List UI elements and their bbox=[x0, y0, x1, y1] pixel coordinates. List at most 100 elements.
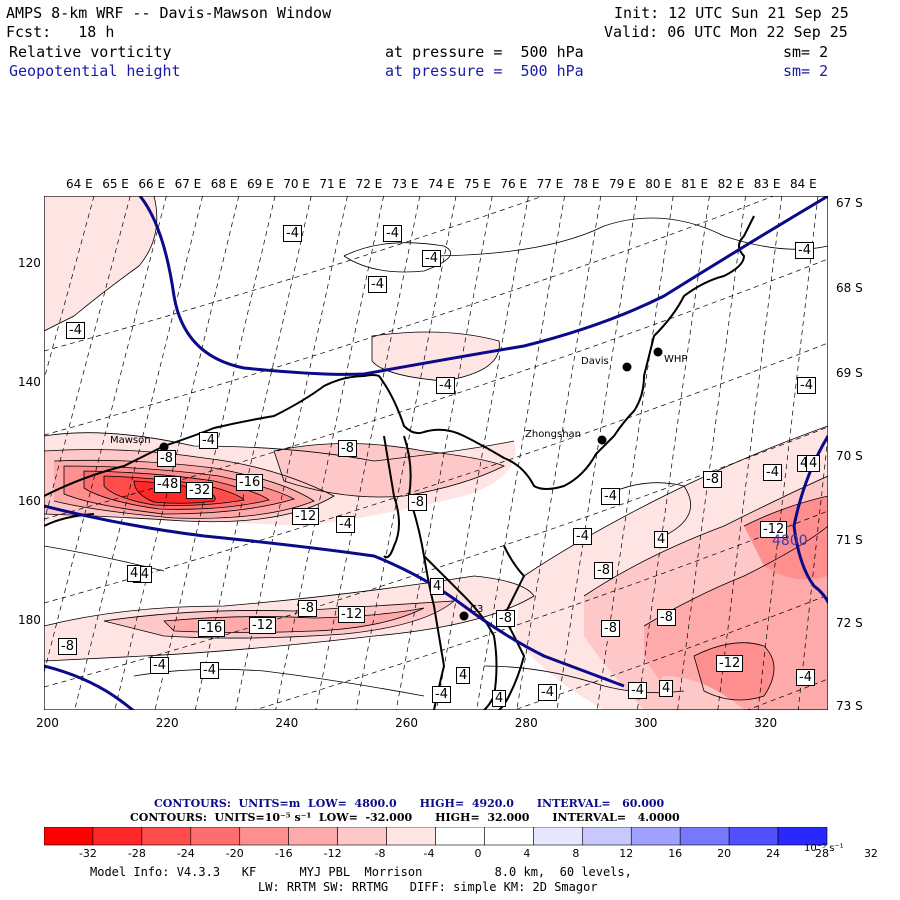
color-swatch bbox=[630, 827, 681, 846]
meridian-line bbox=[677, 196, 746, 710]
longitude-label: 73 E bbox=[391, 177, 419, 191]
contour-label: -12 bbox=[716, 655, 744, 672]
contour-label: -12 bbox=[760, 521, 788, 538]
longitude-label: 84 E bbox=[790, 177, 817, 191]
meridian-line bbox=[637, 196, 710, 710]
latitude-label: 72 S bbox=[836, 616, 863, 630]
meridian-line bbox=[395, 196, 493, 710]
meridian-line bbox=[194, 196, 312, 710]
longitude-label: 80 E bbox=[645, 177, 672, 191]
c3-station-marker bbox=[459, 611, 469, 621]
contour-label: -8 bbox=[338, 440, 357, 457]
contour-label: 4 bbox=[659, 680, 674, 697]
meridian-line bbox=[436, 196, 529, 710]
longitude-label: 65 E bbox=[102, 177, 129, 191]
parallel-line bbox=[44, 196, 545, 352]
contour-label: -4 bbox=[628, 682, 647, 699]
color-scale-tick: 24 bbox=[766, 847, 781, 860]
contour-label: -4 bbox=[150, 657, 169, 674]
contour-label: -4 bbox=[283, 225, 302, 242]
contour-label: -4 bbox=[796, 669, 815, 686]
x-tick-label: 300 bbox=[634, 716, 658, 730]
color-scale-tick: 12 bbox=[619, 847, 634, 860]
contour-label: 4 bbox=[654, 531, 669, 548]
meridian-line bbox=[44, 196, 131, 524]
vorticity-contour-info: CONTOURS: UNITS=10⁻⁵ s⁻¹ LOW= -32.000 HI… bbox=[130, 811, 680, 824]
contour-label: -8 bbox=[657, 609, 676, 626]
model-info: Model Info: V4.3.3 KF MYJ PBL Morrison 8… bbox=[90, 865, 632, 879]
contour-label: -8 bbox=[594, 562, 613, 579]
longitude-label: 74 E bbox=[428, 177, 455, 191]
color-scale-unit: 10⁻⁵ s⁻¹ bbox=[804, 843, 844, 854]
contour-label: 4 bbox=[456, 667, 471, 684]
meridian-line bbox=[235, 196, 348, 710]
y-tick-label: 140 bbox=[18, 375, 41, 389]
longitude-label: 70 E bbox=[283, 177, 310, 191]
zhongshan-label: Zhongshan bbox=[525, 429, 582, 440]
contour-label: -4 bbox=[66, 322, 85, 339]
latitude-label: 67 S bbox=[836, 196, 863, 210]
parallel-line bbox=[44, 196, 775, 436]
field2-smoothing: sm= 2 bbox=[783, 62, 829, 80]
contour-label: -8 bbox=[298, 600, 317, 617]
color-scale-bar bbox=[44, 827, 828, 846]
contour-label: -4 bbox=[200, 662, 219, 679]
color-scale-tick: -4 bbox=[423, 847, 435, 860]
zhongshan-station-marker bbox=[597, 435, 607, 445]
color-swatch bbox=[92, 827, 143, 846]
longitude-label: 82 E bbox=[717, 177, 745, 191]
y-tick-label: 180 bbox=[18, 613, 41, 627]
latitude-label: 70 S bbox=[836, 449, 863, 463]
field2-level: at pressure = 500 hPa bbox=[385, 62, 584, 80]
color-scale-tick: 4 bbox=[523, 847, 531, 860]
color-swatch bbox=[288, 827, 338, 846]
color-swatch bbox=[239, 827, 289, 846]
contour-label: 4 bbox=[430, 578, 445, 595]
contour-label: -4 bbox=[336, 516, 355, 533]
latitude-label: 69 S bbox=[836, 366, 863, 380]
color-swatch bbox=[679, 827, 730, 846]
color-scale-tick: 32 bbox=[863, 847, 878, 860]
field2-name: Geopotential height bbox=[9, 62, 181, 80]
longitude-label: 83 E bbox=[753, 177, 781, 191]
mawson-label: Mawson bbox=[110, 435, 151, 446]
longitude-label: 75 E bbox=[464, 177, 491, 191]
contour-label: -8 bbox=[58, 638, 77, 655]
x-tick-label: 220 bbox=[155, 716, 179, 730]
longitude-label: 76 E bbox=[500, 177, 528, 191]
contour-label: -4 bbox=[383, 225, 402, 242]
y-tick-label: 120 bbox=[18, 256, 41, 270]
longitude-label: 72 E bbox=[355, 177, 383, 191]
contour-label: -8 bbox=[601, 620, 620, 637]
contour-label: -12 bbox=[292, 508, 320, 525]
color-scale-tick: 16 bbox=[668, 847, 683, 860]
valid-time: Valid: 06 UTC Mon 22 Sep 25 bbox=[604, 23, 848, 41]
color-swatch bbox=[777, 827, 828, 846]
latitude-label: 71 S bbox=[836, 533, 863, 547]
field1-smoothing: sm= 2 bbox=[783, 43, 829, 61]
color-scale-tick: 20 bbox=[717, 847, 732, 860]
color-swatch bbox=[44, 827, 94, 846]
longitude-label: 71 E bbox=[319, 177, 347, 191]
latitude-label: 73 S bbox=[836, 699, 863, 713]
contour-label: -16 bbox=[236, 474, 264, 491]
contour-label: -4 bbox=[763, 464, 782, 481]
contour-label: 4 bbox=[492, 690, 507, 707]
contour-label: -4 bbox=[795, 242, 814, 259]
contour-label: -32 bbox=[186, 482, 214, 499]
longitude-label: 79 E bbox=[609, 177, 636, 191]
contour-label: -8 bbox=[496, 610, 515, 627]
field1-name: Relative vorticity bbox=[9, 43, 172, 61]
contour-label: 4 bbox=[806, 455, 821, 472]
x-tick-label: 260 bbox=[395, 716, 418, 730]
color-scale-tick: -12 bbox=[323, 847, 342, 860]
x-tick-label: 320 bbox=[754, 716, 778, 730]
contour-label: -4 bbox=[797, 377, 816, 394]
contour-label: 4 bbox=[127, 565, 142, 582]
x-tick-label: 200 bbox=[36, 716, 59, 730]
whp-station-marker bbox=[653, 347, 663, 357]
color-swatch bbox=[533, 827, 583, 846]
longitude-label: 77 E bbox=[536, 177, 564, 191]
contour-label: -4 bbox=[436, 377, 455, 394]
davis-station-marker bbox=[622, 362, 632, 372]
